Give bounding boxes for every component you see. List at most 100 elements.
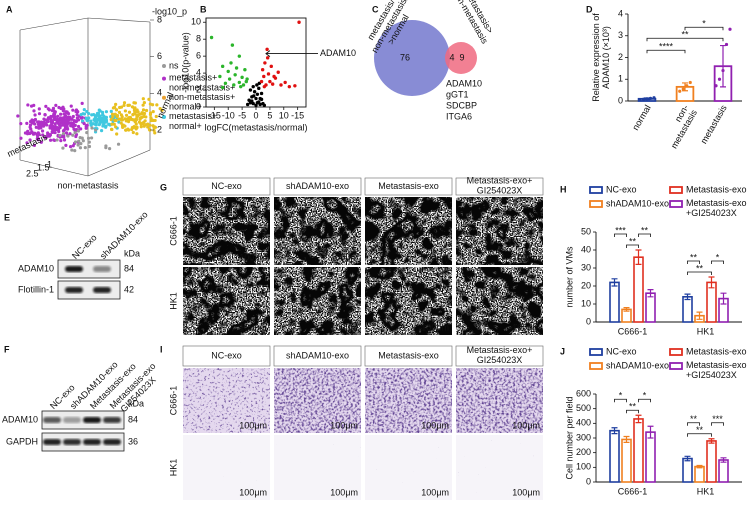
y-tick-label: 20: [581, 280, 591, 290]
point: [237, 80, 242, 85]
gene-label: ITGA6: [446, 111, 472, 121]
header-box: [273, 177, 362, 196]
point: [50, 119, 54, 123]
point: [62, 138, 67, 142]
point: [245, 102, 250, 107]
point: [117, 110, 122, 114]
data-point: [681, 87, 685, 91]
point: [130, 127, 134, 132]
floor-tick-label: 2.5: [26, 168, 39, 178]
point: [40, 129, 45, 133]
header-box: [182, 345, 271, 367]
point: [148, 123, 152, 127]
kda-label: kDa: [124, 248, 140, 258]
point: [123, 124, 127, 128]
point: [226, 69, 230, 74]
point: [49, 114, 53, 119]
point: [152, 128, 156, 133]
row-label: HK1: [168, 459, 178, 477]
point: [240, 75, 244, 80]
point: [28, 138, 32, 142]
header-box: [455, 177, 544, 196]
venn-circle: [445, 42, 477, 74]
x-tick-label: C666-1: [618, 486, 648, 496]
point: [149, 118, 153, 123]
point: [39, 120, 43, 124]
axis-label: non-metastasis: [57, 180, 119, 190]
point: [44, 104, 48, 108]
point: [104, 119, 108, 123]
point: [120, 115, 124, 119]
point: [104, 144, 108, 148]
point: [61, 146, 65, 150]
column-header: NC-exo: [211, 350, 242, 360]
point: [31, 132, 36, 136]
scale-bar-label: 100μm: [239, 252, 267, 262]
text-line: +GI254023X: [686, 370, 737, 380]
gene-label: SDCBP: [446, 100, 477, 110]
legend-label: Metastasis-exo +GI254023X: [686, 360, 747, 380]
bar: [621, 438, 632, 483]
error-bar: [611, 278, 618, 287]
legend-swatch: [669, 362, 683, 370]
x-axis-label: logFC(metastasis/normal): [204, 122, 307, 132]
header-box: [364, 177, 453, 196]
error-bar: [708, 438, 715, 444]
point: [80, 115, 84, 120]
legend-label: metastasis+ non-metastasis+: [169, 73, 235, 93]
point: [104, 110, 109, 114]
data-point: [678, 89, 682, 93]
point: [43, 113, 47, 117]
band: [93, 287, 111, 293]
y-tick-label: 6: [196, 51, 201, 61]
legend-marker: [162, 95, 166, 100]
point: [125, 117, 130, 121]
point: [71, 108, 75, 112]
point: [89, 136, 94, 140]
scale-bar-label: 100μm: [512, 252, 540, 262]
point: [223, 81, 228, 85]
stained-cells: [274, 368, 361, 433]
significance-label: **: [629, 402, 637, 412]
scale-bar-label: 100μm: [421, 322, 449, 332]
panel-label: I: [160, 344, 163, 354]
venn-count: 9: [459, 52, 464, 62]
point: [135, 132, 139, 136]
point: [56, 127, 61, 131]
text-line: non-metastasis+: [169, 83, 235, 93]
error-bar: [623, 307, 630, 312]
point: [262, 84, 267, 89]
point: [69, 104, 73, 108]
point: [71, 144, 75, 148]
band: [83, 439, 101, 445]
point: [245, 77, 249, 81]
point: [70, 117, 74, 121]
point: [28, 119, 33, 124]
point: [269, 64, 273, 69]
significance-bracket: [684, 26, 724, 31]
point: [97, 118, 101, 122]
legend-label: Metastasis-exo: [686, 346, 747, 356]
error-bar: [635, 414, 642, 424]
point: [98, 121, 102, 125]
point: [112, 122, 116, 126]
bar: [706, 440, 717, 483]
point: [59, 112, 63, 116]
row-label: HK1: [168, 292, 178, 310]
point: [148, 111, 153, 115]
point: [233, 73, 237, 77]
point: [28, 123, 33, 127]
data-point: [724, 42, 729, 47]
header-box: [182, 177, 271, 196]
legend-marker: [162, 64, 166, 68]
point: [272, 74, 276, 79]
point: [67, 121, 71, 125]
stained-cells: [183, 368, 270, 433]
point: [142, 124, 146, 128]
point: [127, 128, 131, 132]
point: [68, 145, 73, 149]
floor-tick-label: 1: [47, 159, 52, 169]
text-line: non-metastasis+: [169, 92, 235, 102]
scale-bar-label: 100μm: [421, 487, 449, 497]
x-tick-label: normal: [630, 103, 652, 132]
